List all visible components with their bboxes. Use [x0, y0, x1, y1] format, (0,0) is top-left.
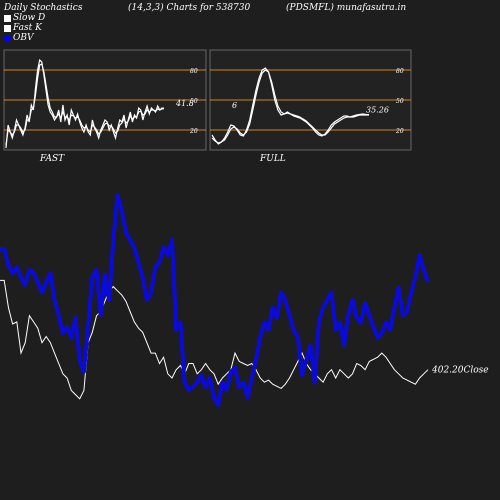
legend-obv: OBV: [4, 33, 34, 43]
fast-level-label-80: 80: [190, 68, 198, 75]
legend-label-obv: OBV: [13, 33, 34, 43]
chart-params: (14,3,3) Charts for 538730: [128, 3, 251, 13]
legend-label-fast-k: Fast K: [13, 23, 42, 33]
close-price-label: 402.20Close: [431, 366, 489, 376]
full-level-label-50: 50: [396, 98, 404, 105]
price-line: [0, 279, 429, 400]
full-last-value-label: 35.26: [366, 106, 389, 115]
fast-panel-label: FAST: [39, 154, 65, 164]
obv-line: [0, 193, 430, 407]
fast-level-label-50: 50: [190, 98, 198, 105]
legend-label-slow-d: Slow D: [13, 13, 46, 23]
full-level-label-20: 20: [395, 128, 404, 135]
legend-swatch-fast-k: [4, 24, 11, 32]
fast-level-label-20: 20: [189, 128, 198, 135]
full-level-label-80: 80: [396, 68, 404, 75]
legend-slow-d: Slow D: [4, 13, 45, 23]
full-series-slow-d: [211, 69, 369, 144]
chart-title: Daily Stochastics: [4, 3, 83, 13]
fast-series-slow-d: [5, 63, 165, 146]
fast-last-value-label: 41.8: [175, 99, 194, 108]
legend-fast-k: Fast K: [4, 23, 42, 33]
chart-symbol: (PDSMFL) munafasutra.in: [286, 3, 407, 13]
full-inner-label: 6: [232, 101, 237, 110]
legend-swatch-slow-d: [4, 14, 11, 22]
full-panel-label: FULL: [259, 154, 286, 164]
legend-swatch-obv: [4, 34, 11, 42]
